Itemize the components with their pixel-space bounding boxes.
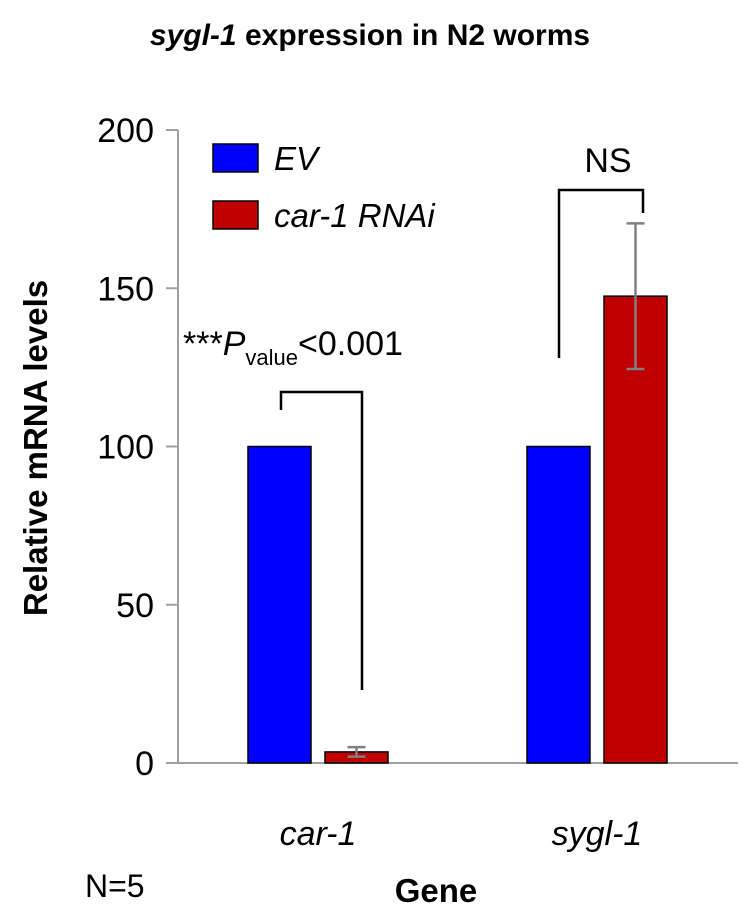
category-labels: car-1 sygl-1 (280, 815, 643, 853)
y-tick-label-1: 50 (116, 587, 154, 625)
pvalue-subscript: value (245, 345, 298, 370)
sample-size-note: N=5 (85, 868, 145, 904)
legend-label-ev: EV (274, 140, 321, 177)
legend: EV car-1 RNAi (212, 140, 436, 234)
pvalue-annotation: ***Pvalue<0.001 (183, 325, 403, 370)
y-ticks: 0 50 100 150 200 (97, 112, 178, 783)
bar-ev-car-1 (247, 445, 312, 764)
bars-group (247, 295, 668, 764)
title-rest: expression in N2 worms (237, 19, 590, 52)
y-tick-label-4: 200 (97, 112, 154, 150)
ns-annotation: NS (584, 142, 631, 180)
y-tick-label-2: 100 (97, 429, 154, 467)
x-axis-label: Gene (395, 872, 478, 909)
legend-swatch-ev (212, 143, 259, 173)
pvalue-threshold: <0.001 (298, 325, 403, 363)
error-bars-group (347, 222, 645, 758)
category-label-sygl-1: sygl-1 (552, 815, 643, 853)
legend-swatch-car1-rnai (212, 200, 259, 230)
legend-label-car1-rnai: car-1 RNAi (274, 197, 436, 234)
pvalue-bracket (279, 390, 364, 690)
chart-title: sygl-1 expression in N2 worms (150, 19, 590, 52)
y-axis-label: Relative mRNA levels (17, 280, 54, 616)
category-label-car-1: car-1 (280, 815, 357, 853)
title-gene: sygl-1 (150, 19, 237, 52)
pvalue-stars: *** (183, 325, 223, 363)
bar-ev-sygl-1 (526, 445, 591, 764)
y-tick-label-0: 0 (135, 745, 154, 783)
pvalue-p: P (223, 325, 246, 363)
ns-bracket (557, 188, 645, 358)
y-tick-label-3: 150 (97, 270, 154, 308)
